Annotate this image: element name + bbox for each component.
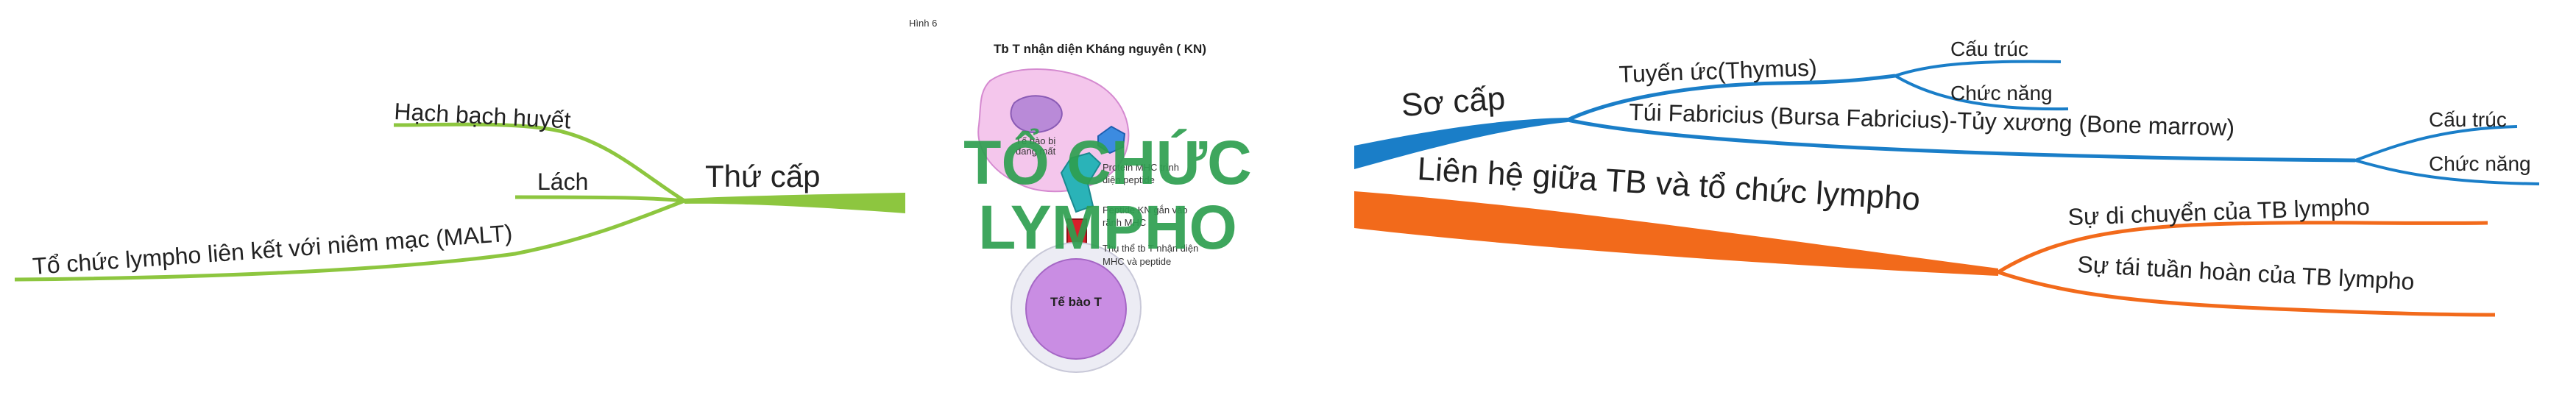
- child-curve-lach: [514, 195, 685, 203]
- curve-thymus-cautruc: [1894, 60, 2062, 77]
- lien-he-child-1[interactable]: Sự di chuyển của TB lympho: [2067, 193, 2370, 230]
- lien-he-child-2[interactable]: Sự tái tuần hoàn của TB lympho: [2077, 251, 2416, 295]
- so-cap-label[interactable]: Sơ cấp: [1400, 80, 1506, 124]
- apc-sublabel: đang mất: [1016, 146, 1056, 157]
- fabricius-child-2[interactable]: Chức năng: [2429, 152, 2531, 175]
- lien-he-connector: [1354, 191, 1998, 276]
- central-title-line2: LYMPHO: [978, 193, 1237, 262]
- apc-nucleus: [1010, 95, 1063, 134]
- annotation-1-line2: diện peptide: [1103, 174, 1155, 185]
- branch-lien-he[interactable]: Liên hệ giữa TB và tổ chức lympho Sự di …: [1354, 151, 2496, 317]
- tcell-inner: [1025, 258, 1127, 360]
- annotation-1-line1: Protein MHC trình: [1103, 162, 1179, 173]
- figure-title: Tb T nhận diện Kháng nguyên ( KN): [994, 42, 1206, 56]
- curve-di-chuyen: [1997, 221, 2488, 274]
- child-curve-hach: [393, 122, 686, 203]
- thu-cap-child-1[interactable]: Hạch bạch huyết: [394, 98, 572, 134]
- thu-cap-child-3[interactable]: Tổ chức lympho liên kết với niêm mạc (MA…: [32, 219, 513, 280]
- so-cap-connector: [1354, 118, 1568, 169]
- antigen-shape: [1097, 125, 1126, 154]
- central-figure: Hình 6 Tb T nhận diện Kháng nguyên ( KN)…: [909, 18, 1252, 373]
- curve-thymus: [1566, 74, 1896, 122]
- curve-fabricius-chucnang: [2354, 159, 2540, 185]
- annotation-2-line1: Peptide KN gắn vào: [1103, 204, 1188, 216]
- branch-thu-cap[interactable]: Thứ cấp Hạch bạch huyết Lách Tổ chức lym…: [14, 98, 905, 282]
- annotation-2-line2: rãnh MHC: [1103, 217, 1146, 228]
- figure-caption: Hình 6: [909, 18, 937, 29]
- thu-cap-label[interactable]: Thứ cấp: [705, 159, 821, 193]
- fabricius-label[interactable]: Túi Fabricius (Bursa Fabricius)-Tủy xươn…: [1629, 99, 2235, 141]
- fabricius-child-1[interactable]: Cấu trúc: [2429, 108, 2507, 131]
- curve-tai-tuan-hoan: [1998, 270, 2496, 317]
- curve-fabricius-cautruc: [2354, 125, 2518, 162]
- thymus-child-2[interactable]: Chức năng: [1950, 82, 2053, 104]
- annotation-3-line2: MHC và peptide: [1103, 256, 1171, 267]
- thu-cap-connector: [684, 193, 905, 213]
- child-curve-malt: [14, 199, 685, 282]
- apc-label: Tế bào bị: [1016, 135, 1055, 146]
- curve-fabricius: [1567, 118, 2356, 163]
- central-title-line1: TỔ CHỨC: [963, 128, 1252, 197]
- curve-thymus-chucnang: [1894, 74, 2069, 111]
- mhc-protein: [1060, 152, 1102, 213]
- tcell-label: Tế bào T: [1050, 295, 1103, 309]
- thymus-child-1[interactable]: Cấu trúc: [1950, 38, 2028, 60]
- thu-cap-child-2[interactable]: Lách: [537, 168, 588, 195]
- annotation-3-line1: Thụ thể tb T nhận diện: [1103, 243, 1198, 254]
